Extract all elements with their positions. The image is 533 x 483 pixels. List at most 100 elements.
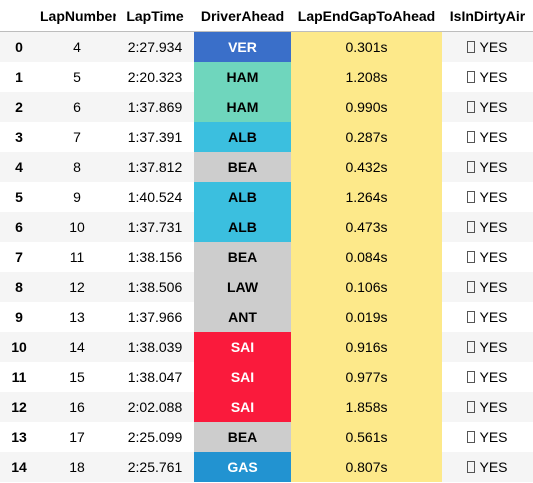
lap-number-cell: 6 [73, 98, 81, 115]
dirty-air-cell: YES [442, 182, 533, 212]
driver-ahead-cell: SAI [194, 331, 291, 362]
row-index: 6 [15, 218, 23, 235]
lap-time-cell: 1:40.524 [127, 188, 183, 205]
lap-time-cell: 2:02.088 [127, 398, 183, 415]
header-row: LapNumber LapTime DriverAhead LapEndGapT… [0, 0, 533, 32]
dirty-air-cell: YES [442, 392, 533, 422]
column-header-lapnumber: LapNumber [38, 0, 116, 32]
lap-time-cell: 2:27.934 [127, 38, 183, 55]
dirty-air-cell: YES [442, 152, 533, 182]
driver-ahead-cell: VER [194, 31, 291, 62]
lap-number-cell: 17 [69, 428, 85, 445]
dirty-air-cell: YES [442, 92, 533, 122]
dirty-air-value: YES [479, 458, 508, 475]
driver-ahead-cell: ALB [194, 181, 291, 212]
dirty-air-value: YES [479, 218, 508, 235]
table-row: 7 11 1:38.156 BEA 0.084s YES [0, 241, 533, 272]
lap-number-cell: 7 [73, 128, 81, 145]
checkbox-icon [467, 280, 476, 293]
checkbox-icon [467, 100, 476, 113]
dirty-air-cell: YES [442, 422, 533, 452]
gap-to-ahead-cell: 0.432s [291, 151, 442, 182]
gap-to-ahead-cell: 0.561s [291, 421, 442, 452]
lap-time-cell: 2:25.099 [127, 428, 183, 445]
table-row: 5 9 1:40.524 ALB 1.264s YES [0, 181, 533, 212]
gap-to-ahead-cell: 0.301s [291, 31, 442, 62]
lap-number-cell: 5 [73, 68, 81, 85]
checkbox-icon [467, 430, 476, 443]
checkbox-icon [467, 130, 476, 143]
gap-to-ahead-cell: 0.916s [291, 331, 442, 362]
table-row: 10 14 1:38.039 SAI 0.916s YES [0, 331, 533, 362]
dirty-air-value: YES [479, 278, 508, 295]
dirty-air-value: YES [479, 428, 508, 445]
dirty-air-value: YES [479, 338, 508, 355]
driver-ahead-cell: HAM [194, 61, 291, 92]
driver-ahead-cell: BEA [194, 151, 291, 182]
lap-time-cell: 1:38.047 [127, 368, 183, 385]
row-index: 5 [15, 188, 23, 205]
lap-time-cell: 1:37.812 [127, 158, 183, 175]
dirty-air-value: YES [479, 308, 508, 325]
gap-to-ahead-cell: 0.977s [291, 361, 442, 392]
table-row: 2 6 1:37.869 HAM 0.990s YES [0, 91, 533, 122]
gap-to-ahead-cell: 0.473s [291, 211, 442, 242]
lap-number-cell: 11 [69, 248, 85, 265]
lap-time-cell: 1:38.039 [127, 338, 183, 355]
column-header-lapendgaptoahead: LapEndGapToAhead [291, 0, 442, 32]
dirty-air-value: YES [479, 188, 508, 205]
table-row: 11 15 1:38.047 SAI 0.977s YES [0, 361, 533, 392]
row-index: 8 [15, 278, 23, 295]
dirty-air-cell: YES [442, 362, 533, 392]
driver-ahead-cell: ALB [194, 121, 291, 152]
lap-time-cell: 1:37.869 [127, 98, 183, 115]
row-index: 10 [11, 338, 27, 355]
driver-ahead-cell: BEA [194, 241, 291, 272]
lap-time-cell: 1:38.506 [127, 278, 183, 295]
row-index: 7 [15, 248, 23, 265]
lap-time-cell: 1:37.731 [127, 218, 183, 235]
driver-ahead-cell: ALB [194, 211, 291, 242]
row-index: 0 [15, 38, 23, 55]
lap-time-cell: 1:37.391 [127, 128, 183, 145]
table-row: 4 8 1:37.812 BEA 0.432s YES [0, 151, 533, 182]
gap-to-ahead-cell: 0.807s [291, 451, 442, 482]
driver-ahead-cell: HAM [194, 91, 291, 122]
dirty-air-cell: YES [442, 272, 533, 302]
lap-time-cell: 2:25.761 [127, 458, 183, 475]
driver-ahead-cell: GAS [194, 451, 291, 482]
lap-number-cell: 16 [69, 398, 85, 415]
gap-to-ahead-cell: 1.858s [291, 391, 442, 422]
dirty-air-cell: YES [442, 302, 533, 332]
row-index: 1 [15, 68, 23, 85]
checkbox-icon [467, 400, 476, 413]
checkbox-icon [467, 460, 476, 473]
row-index: 3 [15, 128, 23, 145]
dirty-air-cell: YES [442, 242, 533, 272]
driver-ahead-cell: ANT [194, 301, 291, 332]
lap-number-cell: 8 [73, 158, 81, 175]
dirty-air-value: YES [479, 128, 508, 145]
driver-ahead-cell: BEA [194, 421, 291, 452]
column-header-isindirtyair: IsInDirtyAir [442, 0, 533, 32]
gap-to-ahead-cell: 1.264s [291, 181, 442, 212]
row-index: 4 [15, 158, 23, 175]
dirty-air-value: YES [479, 98, 508, 115]
dirty-air-cell: YES [442, 452, 533, 482]
checkbox-icon [467, 250, 476, 263]
column-header-laptime: LapTime [116, 0, 194, 32]
dirty-air-value: YES [479, 38, 508, 55]
checkbox-icon [467, 40, 476, 53]
table-body: 0 4 2:27.934 VER 0.301s YES 1 5 2:20.323 HAM 1.208… [0, 31, 533, 482]
checkbox-icon [467, 340, 476, 353]
row-index: 9 [15, 308, 23, 325]
table-row: 6 10 1:37.731 ALB 0.473s YES [0, 211, 533, 242]
lap-number-cell: 13 [69, 308, 85, 325]
lap-number-cell: 12 [69, 278, 85, 295]
row-index: 2 [15, 98, 23, 115]
lap-number-cell: 18 [69, 458, 85, 475]
table-row: 3 7 1:37.391 ALB 0.287s YES [0, 121, 533, 152]
column-header-driverahead: DriverAhead [194, 0, 291, 32]
table-row: 9 13 1:37.966 ANT 0.019s YES [0, 301, 533, 332]
